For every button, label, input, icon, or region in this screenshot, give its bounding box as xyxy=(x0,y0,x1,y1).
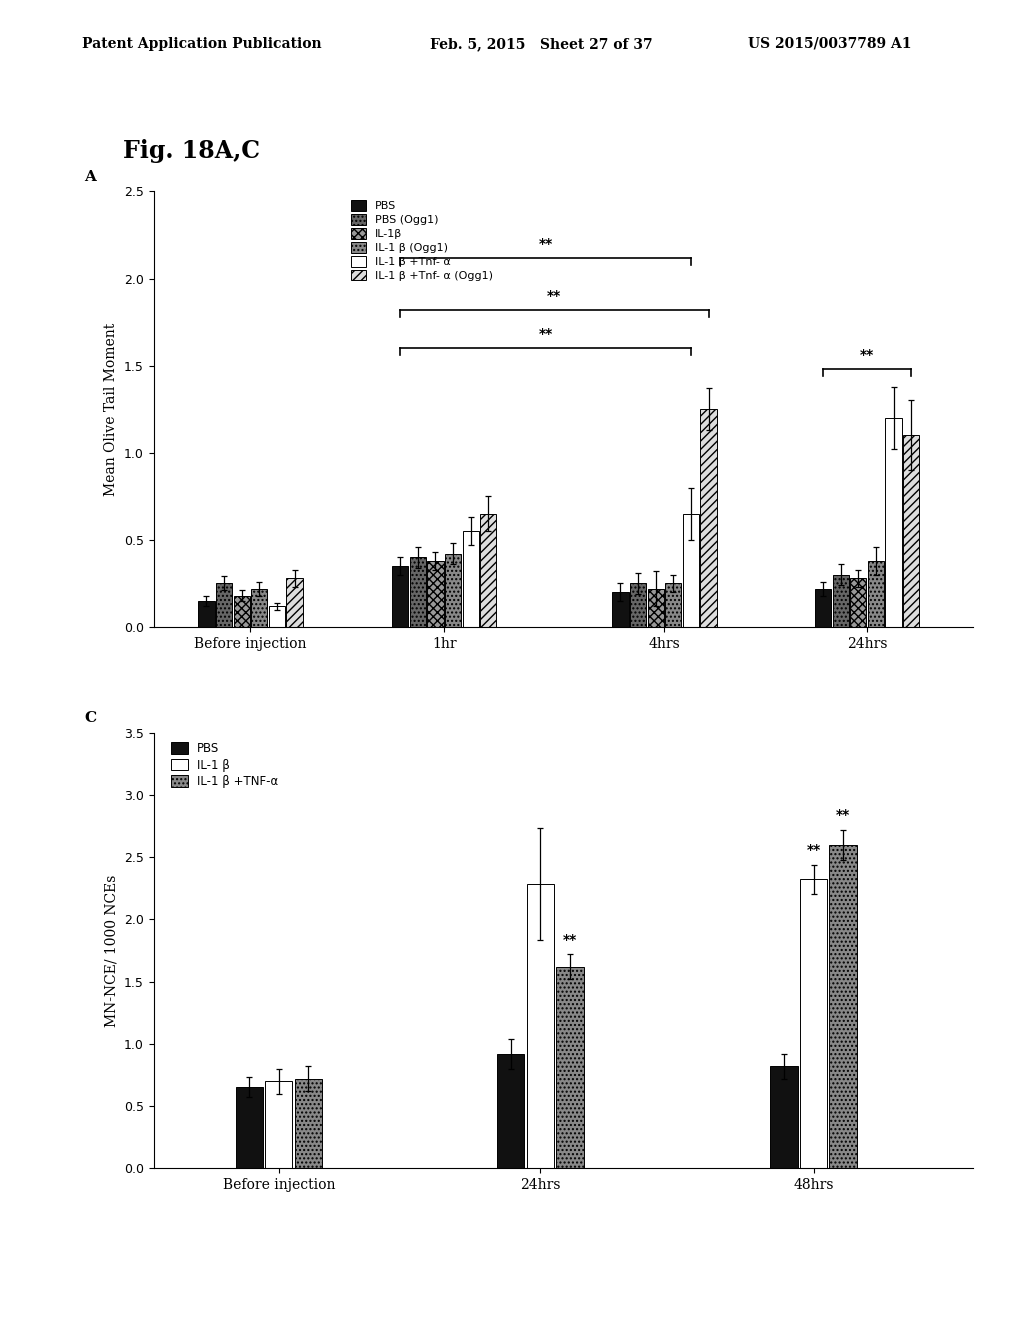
Bar xyxy=(236,1088,263,1168)
Bar xyxy=(463,531,479,627)
Y-axis label: Mean Olive Tail Moment: Mean Olive Tail Moment xyxy=(104,322,119,496)
Text: **: ** xyxy=(547,289,561,302)
Text: **: ** xyxy=(563,933,578,946)
Bar xyxy=(867,561,884,627)
Bar xyxy=(556,966,584,1168)
Bar xyxy=(903,436,920,627)
Text: Fig. 18A,C: Fig. 18A,C xyxy=(123,139,260,162)
Bar xyxy=(850,578,866,627)
Bar xyxy=(445,554,461,627)
Bar xyxy=(295,1078,322,1168)
Bar xyxy=(480,513,497,627)
Bar xyxy=(287,578,303,627)
Bar xyxy=(666,583,681,627)
Bar xyxy=(526,884,554,1168)
Text: C: C xyxy=(84,710,96,725)
Bar xyxy=(233,595,250,627)
Bar xyxy=(392,566,409,627)
Text: **: ** xyxy=(860,348,874,362)
Text: **: ** xyxy=(806,843,820,857)
Bar xyxy=(647,589,664,627)
Text: **: ** xyxy=(539,327,553,342)
Bar xyxy=(199,601,215,627)
Bar xyxy=(410,557,426,627)
Bar xyxy=(800,879,827,1168)
Legend: PBS, PBS (Ogg1), IL-1β, IL-1 β (Ogg1), IL-1 β +Tnf- α, IL-1 β +Tnf- α (Ogg1): PBS, PBS (Ogg1), IL-1β, IL-1 β (Ogg1), I… xyxy=(347,197,497,284)
Text: A: A xyxy=(84,170,96,183)
Y-axis label: MN-NCE/ 1000 NCEs: MN-NCE/ 1000 NCEs xyxy=(104,874,119,1027)
Bar xyxy=(216,583,232,627)
Text: US 2015/0037789 A1: US 2015/0037789 A1 xyxy=(748,37,911,51)
Legend: PBS, IL-1 β, IL-1 β +TNF-α: PBS, IL-1 β, IL-1 β +TNF-α xyxy=(168,738,282,792)
Text: **: ** xyxy=(539,236,553,251)
Text: Patent Application Publication: Patent Application Publication xyxy=(82,37,322,51)
Bar xyxy=(612,593,629,627)
Bar xyxy=(683,513,699,627)
Bar xyxy=(498,1053,524,1168)
Bar xyxy=(700,409,717,627)
Text: **: ** xyxy=(836,808,850,822)
Bar xyxy=(886,418,901,627)
Bar xyxy=(833,574,849,627)
Text: Feb. 5, 2015   Sheet 27 of 37: Feb. 5, 2015 Sheet 27 of 37 xyxy=(430,37,652,51)
Bar xyxy=(815,589,831,627)
Bar xyxy=(269,606,285,627)
Bar xyxy=(770,1067,798,1168)
Bar xyxy=(427,561,443,627)
Bar xyxy=(265,1081,293,1168)
Bar xyxy=(630,583,646,627)
Bar xyxy=(829,845,857,1168)
Bar xyxy=(251,589,267,627)
